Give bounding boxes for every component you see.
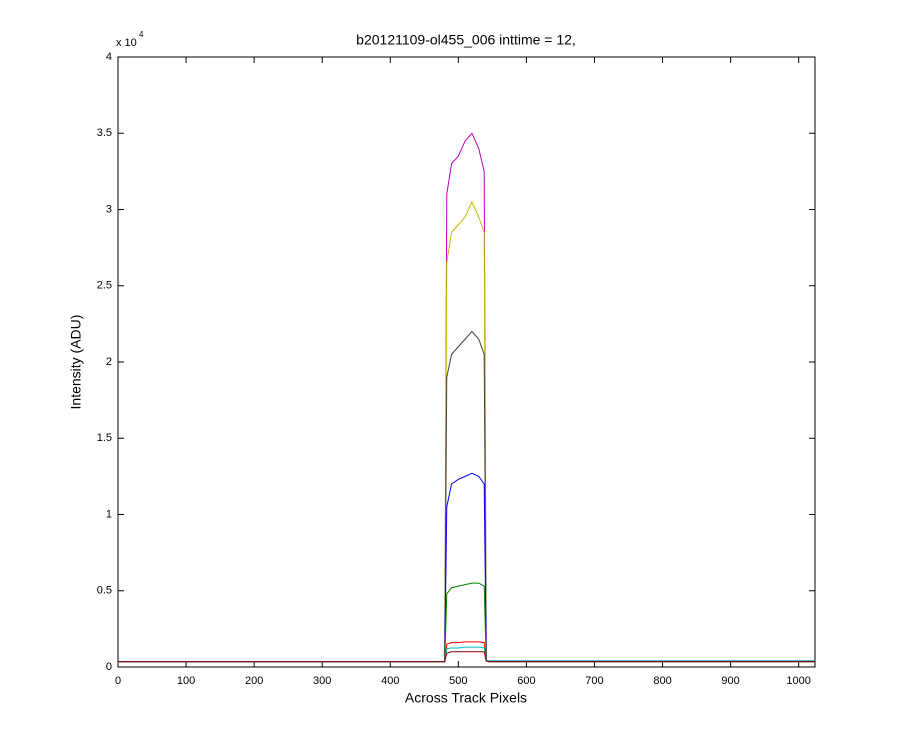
y-tick-label: 0.5: [97, 585, 112, 597]
y-tick-label: 1.5: [97, 432, 112, 444]
y-tick-label: 0: [106, 661, 112, 673]
data-line: [118, 200, 815, 663]
x-tick-label: 300: [313, 675, 331, 687]
x-tick-label: 0: [115, 675, 121, 687]
y-tick-label: 3: [106, 203, 112, 215]
x-tick-label: 800: [653, 675, 671, 687]
x-tick-label: 100: [177, 675, 195, 687]
data-line: [118, 646, 815, 663]
y-tick-label: 1: [106, 508, 112, 520]
data-line: [118, 651, 815, 663]
plot-frame: [117, 56, 816, 668]
y-tick-label: 4: [106, 51, 112, 63]
x-tick-label: 500: [449, 675, 467, 687]
data-line: [118, 330, 815, 663]
x-tick-label: 700: [585, 675, 603, 687]
x-tick-label: 600: [517, 675, 535, 687]
x-tick-label: 200: [245, 675, 263, 687]
x-tick-label: 400: [381, 675, 399, 687]
data-line: [118, 132, 815, 663]
x-tick-label: 1000: [786, 675, 810, 687]
x-tick-label: 900: [721, 675, 739, 687]
y-tick-label: 2: [106, 356, 112, 368]
y-exponent: 4: [139, 30, 144, 39]
y-axis-label: Intensity (ADU): [68, 315, 84, 410]
y-exponent-base: x 10: [116, 37, 137, 49]
data-line: [118, 472, 815, 663]
x-axis-label: Across Track Pixels: [405, 690, 527, 706]
data-line: [118, 582, 815, 663]
y-tick-label: 2.5: [97, 280, 112, 292]
y-tick-label: 3.5: [97, 127, 112, 139]
chart-title: b20121109-ol455_006 inttime = 12,: [356, 32, 576, 48]
